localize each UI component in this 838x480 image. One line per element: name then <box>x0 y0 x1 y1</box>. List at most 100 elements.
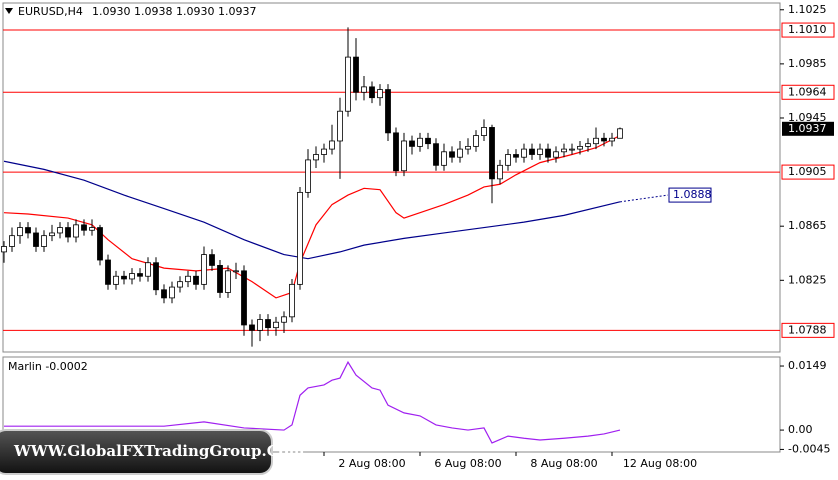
projection-line <box>619 194 669 203</box>
candle-body <box>537 148 543 155</box>
level-label-box <box>781 84 835 100</box>
candle-body <box>233 270 239 273</box>
chart-title: EURUSD,H4 <box>18 5 83 18</box>
projection-label: 1.0888 <box>673 188 712 201</box>
candle-body <box>545 148 551 158</box>
candle-body <box>169 286 175 299</box>
candle-body <box>401 140 407 172</box>
candle-body <box>241 270 247 326</box>
y-tick-label: 1.0865 <box>788 219 827 232</box>
candle-body <box>585 143 591 147</box>
candle-body <box>185 275 191 283</box>
candle-body <box>441 151 447 166</box>
y-tick-label: 0.0149 <box>788 359 827 372</box>
candle-body <box>417 137 423 147</box>
candle-body <box>113 275 119 285</box>
ohlc-close: 1.0937 <box>218 5 257 18</box>
candle-body <box>313 154 319 161</box>
current-price-box <box>782 121 834 136</box>
candle-body <box>385 89 391 134</box>
candle-body <box>121 275 127 280</box>
candle-body <box>449 151 455 158</box>
candle-body <box>457 148 463 158</box>
ohlc-high: 1.0938 <box>134 5 173 18</box>
candle-body <box>345 56 351 112</box>
projection-label-box <box>668 187 712 203</box>
price-panel <box>2 2 781 353</box>
level-label-box <box>781 22 835 38</box>
level-label-box <box>781 322 835 338</box>
candle-body <box>89 227 95 231</box>
candle-body <box>505 154 511 166</box>
candle-body <box>25 227 31 234</box>
candle-body <box>289 283 295 318</box>
candle-body <box>489 127 495 180</box>
candle-body <box>17 227 23 237</box>
candle-body <box>353 56 359 93</box>
candle-body <box>161 289 167 299</box>
candle-body <box>41 235 47 247</box>
candle-body <box>257 319 263 331</box>
candle-body <box>409 140 415 147</box>
candle-body <box>297 191 303 285</box>
candle-body <box>393 132 399 172</box>
current-price-label: 1.0937 <box>788 122 827 135</box>
candle-body <box>281 316 287 323</box>
moving-average <box>3 135 621 299</box>
candle-body <box>273 321 279 329</box>
candle-body <box>481 127 487 136</box>
candle-body <box>137 273 143 277</box>
ohlc-open: 1.0930 <box>92 5 131 18</box>
plot: 1.0825 1.0865 1.0945 1.0985 1.1025 -0.0045 0.0… <box>1 3 835 470</box>
watermark: WWW.GlobalFXTradingGroup.Com <box>0 429 305 475</box>
candle-body <box>129 273 135 280</box>
candle-body <box>201 254 207 285</box>
candle-body <box>321 148 327 155</box>
candle-body <box>49 232 55 237</box>
candle-body <box>513 154 519 158</box>
candle-body <box>305 159 311 193</box>
candle-body <box>473 135 479 147</box>
candle-body <box>209 254 215 266</box>
y-tick-label: 1.0825 <box>788 273 827 286</box>
y-tick-label: 1.0985 <box>788 57 827 70</box>
indicator-line <box>4 360 621 444</box>
x-tick-label: 6 Aug 08:00 <box>434 457 501 470</box>
candle-body <box>561 148 567 153</box>
candle-body <box>193 275 199 285</box>
moving-average <box>3 160 621 260</box>
level-label: 1.1010 <box>788 23 827 36</box>
x-tick-label: 12 Aug 08:00 <box>623 457 697 470</box>
candle-body <box>249 324 255 331</box>
candle-body <box>217 265 223 293</box>
candle-body <box>265 319 271 329</box>
candle-body <box>153 262 159 291</box>
watermark-box <box>0 429 273 475</box>
x-tick-label: 2 Aug 08:00 <box>338 457 405 470</box>
menu-triangle <box>5 8 13 14</box>
y-tick-label: 1.1025 <box>788 3 827 16</box>
candle-body <box>177 281 183 288</box>
y-tick-label: 1.0945 <box>788 111 827 124</box>
candle-body <box>497 164 503 180</box>
level-label-box <box>781 164 835 180</box>
candle-body <box>9 235 15 247</box>
candle-body <box>577 145 583 150</box>
candle-body <box>521 148 527 158</box>
candle-body <box>33 232 39 247</box>
y-tick-label: 0.00 <box>788 423 813 436</box>
candle-body <box>361 86 367 93</box>
candle-body <box>225 270 231 293</box>
candle-body <box>553 151 559 158</box>
indicator-panel <box>2 356 781 453</box>
candle-body <box>609 137 615 142</box>
level-label: 1.0964 <box>788 85 827 98</box>
y-tick-label: -0.0045 <box>788 442 830 455</box>
candle-body <box>145 262 151 277</box>
level-label: 1.0788 <box>788 323 827 336</box>
candle-body <box>425 137 431 145</box>
candle-body <box>65 227 71 238</box>
indicator-title: Marlin -0.0002 <box>8 360 88 373</box>
